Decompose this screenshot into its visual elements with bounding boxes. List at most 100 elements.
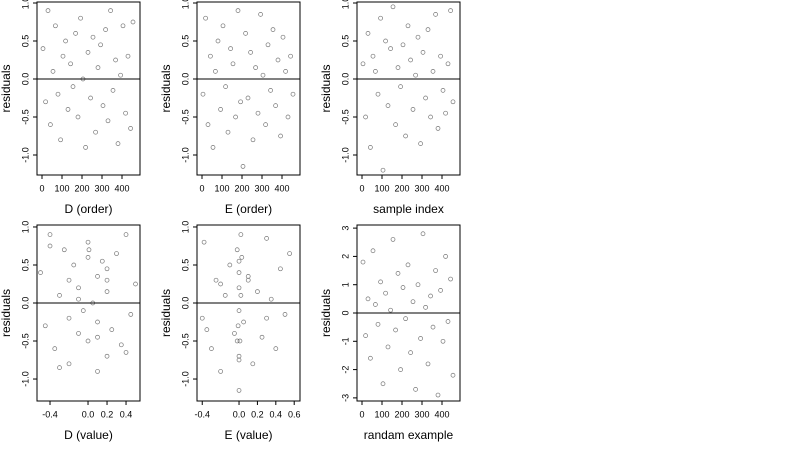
point bbox=[228, 46, 233, 51]
point bbox=[265, 42, 271, 48]
point bbox=[245, 277, 251, 283]
point bbox=[368, 145, 373, 150]
x-axis-title: D (value) bbox=[64, 428, 113, 442]
x-axis-title: E (value) bbox=[224, 428, 272, 442]
y-axis-title: residuals bbox=[0, 64, 13, 112]
x-tick-label: 0 bbox=[39, 183, 44, 193]
point bbox=[420, 50, 426, 55]
y-tick-label: 0.5 bbox=[180, 259, 190, 272]
x-axis-title: D (order) bbox=[64, 202, 112, 216]
x-tick-label: 400 bbox=[274, 183, 289, 193]
point bbox=[118, 72, 123, 78]
point bbox=[88, 95, 93, 101]
point bbox=[278, 266, 283, 272]
point bbox=[118, 342, 124, 348]
point bbox=[123, 110, 128, 116]
point bbox=[76, 331, 81, 336]
x-tick-label: 400 bbox=[114, 183, 129, 193]
point bbox=[230, 61, 236, 67]
point bbox=[290, 91, 296, 97]
point bbox=[227, 262, 233, 268]
point bbox=[76, 285, 81, 291]
point bbox=[48, 122, 53, 127]
point bbox=[415, 282, 421, 288]
y-tick-label: -1.0 bbox=[20, 147, 30, 163]
point bbox=[278, 133, 283, 139]
point bbox=[201, 239, 207, 245]
x-tick-label: 0 bbox=[359, 409, 364, 419]
point bbox=[383, 38, 388, 44]
y-tick-label: 0.5 bbox=[20, 259, 30, 272]
point bbox=[68, 61, 73, 67]
point bbox=[203, 15, 208, 21]
point bbox=[378, 15, 383, 21]
point bbox=[213, 277, 219, 283]
point bbox=[378, 279, 383, 285]
point bbox=[115, 141, 121, 146]
point bbox=[403, 316, 408, 322]
point bbox=[85, 50, 91, 55]
point bbox=[445, 319, 451, 324]
point bbox=[73, 31, 78, 36]
point bbox=[370, 248, 376, 254]
point bbox=[375, 91, 381, 97]
point bbox=[235, 323, 241, 329]
point bbox=[440, 338, 446, 344]
point bbox=[423, 304, 428, 310]
point bbox=[208, 53, 213, 59]
x-axis-title: randam example bbox=[364, 428, 454, 442]
panel: -0.4 0.0 0.2 0.4 0.6 -1.0 -0.5 0.0 0.5 1.0 E (valu… bbox=[159, 221, 301, 442]
point bbox=[128, 312, 134, 317]
point bbox=[235, 8, 241, 13]
point bbox=[280, 34, 286, 40]
point bbox=[232, 331, 237, 336]
point bbox=[428, 114, 433, 120]
point bbox=[236, 308, 242, 313]
point bbox=[264, 236, 269, 241]
y-tick-label: 1.0 bbox=[180, 221, 190, 234]
point bbox=[435, 392, 441, 398]
point bbox=[75, 114, 81, 120]
y-tick-label: -0.5 bbox=[180, 333, 190, 349]
point bbox=[66, 277, 72, 283]
x-tick-label: 200 bbox=[234, 183, 249, 193]
x-axis-title: E (order) bbox=[225, 202, 272, 216]
point bbox=[443, 110, 448, 116]
point bbox=[95, 334, 100, 340]
y-tick-label: -2 bbox=[340, 366, 350, 374]
point bbox=[215, 38, 221, 44]
point bbox=[61, 247, 67, 253]
point bbox=[50, 69, 56, 74]
point bbox=[245, 95, 251, 101]
y-tick-label: 1.0 bbox=[340, 0, 350, 9]
point bbox=[110, 88, 116, 93]
y-axis-title: residuals bbox=[159, 289, 173, 337]
point bbox=[253, 65, 258, 70]
point bbox=[95, 274, 100, 279]
point bbox=[66, 361, 72, 367]
point bbox=[199, 315, 205, 321]
point bbox=[250, 361, 256, 367]
y-tick-label: 2 bbox=[340, 254, 350, 259]
point bbox=[415, 34, 421, 40]
point bbox=[238, 232, 244, 237]
point bbox=[405, 23, 411, 29]
y-tick-label: -0.5 bbox=[20, 109, 30, 125]
point bbox=[248, 50, 253, 55]
point bbox=[85, 338, 91, 344]
point bbox=[375, 321, 381, 327]
point bbox=[288, 53, 293, 59]
x-tick-label: 100 bbox=[214, 183, 229, 193]
point bbox=[210, 145, 216, 150]
point bbox=[218, 281, 223, 287]
point bbox=[250, 137, 256, 143]
point bbox=[236, 353, 242, 359]
y-tick-label: 0.5 bbox=[180, 35, 190, 48]
point bbox=[95, 369, 100, 374]
x-tick-label: 300 bbox=[94, 183, 109, 193]
x-tick-label: 400 bbox=[434, 183, 449, 193]
point bbox=[360, 259, 366, 265]
point bbox=[438, 288, 443, 293]
point bbox=[385, 344, 391, 350]
point bbox=[47, 243, 53, 249]
